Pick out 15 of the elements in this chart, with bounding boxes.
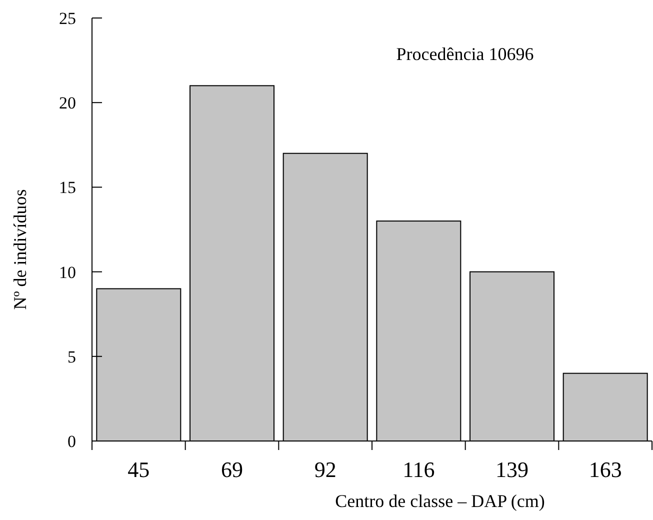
x-tick-label: 45 — [128, 457, 150, 482]
x-tick-label: 139 — [496, 457, 528, 482]
y-tick-label: 5 — [68, 347, 76, 366]
y-tick-label: 15 — [59, 178, 76, 198]
y-tick-label: 0 — [68, 432, 76, 451]
x-axis-title: Centro de classe – DAP (cm) — [335, 491, 545, 511]
x-tick-label: 69 — [221, 457, 243, 482]
y-tick-label: 10 — [59, 262, 76, 282]
text: Procedência 10696 — [396, 44, 534, 64]
x-tick-label: 116 — [402, 457, 435, 482]
x-tick-label: 163 — [588, 457, 622, 482]
y-axis-title: Nº de indivíduos — [10, 189, 30, 310]
y-tick-label: 25 — [59, 8, 76, 28]
y-tick-label: 20 — [59, 94, 76, 113]
x-tick-label: 92 — [314, 457, 336, 482]
